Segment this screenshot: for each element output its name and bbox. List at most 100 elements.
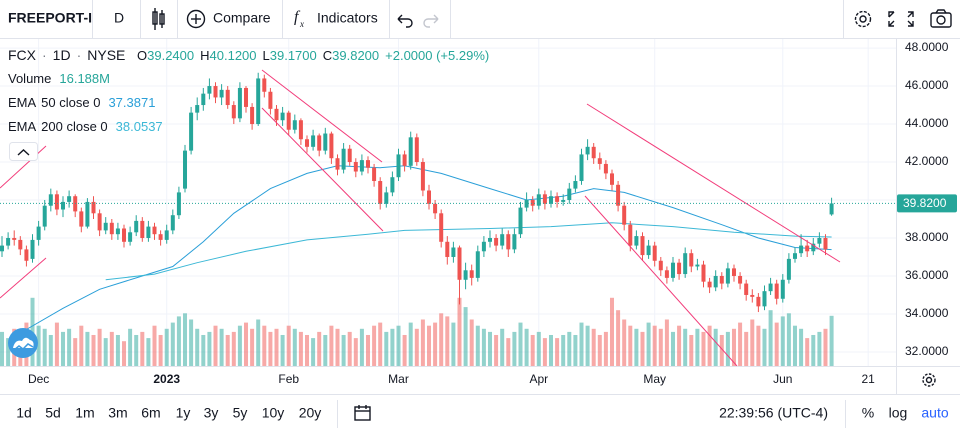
legend-volume: Volume 16.188M [8, 71, 110, 86]
range-button[interactable]: 3m [108, 405, 127, 421]
volume-bar [817, 331, 822, 366]
volume-bar [274, 328, 279, 366]
candle-body [152, 226, 157, 235]
volume-bar [780, 316, 785, 366]
volume-bar [744, 331, 749, 366]
volume-bar [561, 334, 566, 366]
volume-bar [97, 328, 102, 366]
undo-button[interactable] [397, 14, 413, 28]
volume-bar [42, 328, 47, 366]
volume-bar [481, 328, 486, 366]
volume-bar [115, 334, 120, 366]
volume-bar [85, 331, 90, 366]
candle-body [268, 91, 273, 109]
y-tick-label: 32.0000 [905, 344, 949, 358]
range-button[interactable]: 1y [176, 405, 191, 421]
candle-body [378, 181, 383, 204]
volume-bar [73, 338, 78, 366]
axis-settings-button[interactable] [922, 373, 936, 387]
volume-bar [317, 331, 322, 366]
compare-button[interactable]: Compare [186, 10, 271, 29]
trend-line [0, 145, 47, 189]
candle-body [445, 241, 450, 257]
candle-body [195, 105, 200, 113]
candle-body [274, 108, 279, 121]
volume-bar [158, 334, 163, 366]
volume-bar [128, 328, 133, 366]
c-value: 39.8200 [332, 48, 379, 63]
candle-body [469, 270, 474, 278]
range-button[interactable]: 20y [299, 405, 322, 421]
candle-body [280, 112, 285, 121]
legend-collapse-button[interactable] [9, 142, 38, 161]
range-button[interactable]: 1d [16, 405, 32, 421]
trend-line [584, 195, 738, 366]
candle-body [603, 163, 608, 174]
interval[interactable]: D [114, 10, 124, 26]
candle-body [347, 148, 352, 163]
candle-body [768, 283, 773, 292]
volume-bar [573, 334, 578, 366]
volume-bar [445, 316, 450, 366]
volume-bar [731, 328, 736, 366]
candle-body [628, 224, 633, 246]
volume-bar [6, 338, 11, 366]
volume-bar [134, 334, 139, 366]
candle-body [353, 162, 358, 172]
date-range-button[interactable] [354, 405, 371, 421]
legend-ema50: EMA 50 close 0 37.3871 [8, 95, 155, 110]
range-button[interactable]: 3y [204, 405, 219, 421]
percent-toggle[interactable]: % [862, 405, 874, 421]
log-toggle[interactable]: log [889, 405, 908, 421]
candle-body [128, 232, 133, 242]
ema-line [105, 222, 832, 281]
candle-body [79, 211, 84, 227]
chart-type-button[interactable] [152, 8, 165, 30]
volume-bar [823, 328, 828, 366]
auto-toggle[interactable]: auto [921, 405, 948, 421]
volume-bar [555, 338, 560, 366]
range-button[interactable]: 6m [141, 405, 160, 421]
volume-bar [195, 328, 200, 366]
candle-body [42, 205, 47, 227]
settings-button[interactable] [854, 10, 872, 28]
range-button[interactable]: 5d [45, 405, 61, 421]
candle-body [439, 213, 444, 242]
volume-bar [311, 338, 316, 366]
volume-bar [683, 328, 688, 366]
y-tick-label: 34.0000 [905, 306, 949, 320]
x-tick-label: Jun [773, 372, 792, 386]
l-key: L [263, 48, 270, 63]
volume-bar [378, 322, 383, 366]
volume-bar [695, 328, 700, 366]
o-value: 39.2400 [147, 48, 194, 63]
screenshot-button[interactable] [930, 9, 952, 28]
compare-label[interactable]: Compare [213, 10, 271, 26]
range-button[interactable]: 5y [233, 405, 248, 421]
candle-body [237, 87, 242, 119]
range-button[interactable]: 10y [262, 405, 285, 421]
volume-bar [628, 325, 633, 366]
range-button[interactable]: 1m [75, 405, 94, 421]
candle-body [329, 133, 334, 159]
symbol[interactable]: FREEPORT-I [8, 10, 92, 26]
fullscreen-button[interactable] [888, 11, 914, 27]
candle-body [61, 201, 66, 210]
candle-body [536, 194, 541, 206]
redo-button[interactable] [423, 14, 439, 28]
ema200-params: 200 close 0 [41, 119, 108, 134]
indicators-label[interactable]: Indicators [317, 10, 378, 26]
candle-body [372, 167, 377, 182]
ema-lines [20, 165, 832, 334]
volume-bar [463, 307, 468, 366]
candle-body [780, 279, 785, 299]
candle-body [158, 234, 163, 240]
candle-body [341, 148, 346, 170]
candle-body [146, 226, 151, 238]
candle-body [829, 203, 834, 215]
candle-body [792, 253, 797, 259]
candle-body [366, 160, 371, 168]
volume-bar [164, 328, 169, 366]
indicators-button[interactable]: f x Indicators [294, 9, 378, 29]
trend-line [261, 69, 383, 163]
